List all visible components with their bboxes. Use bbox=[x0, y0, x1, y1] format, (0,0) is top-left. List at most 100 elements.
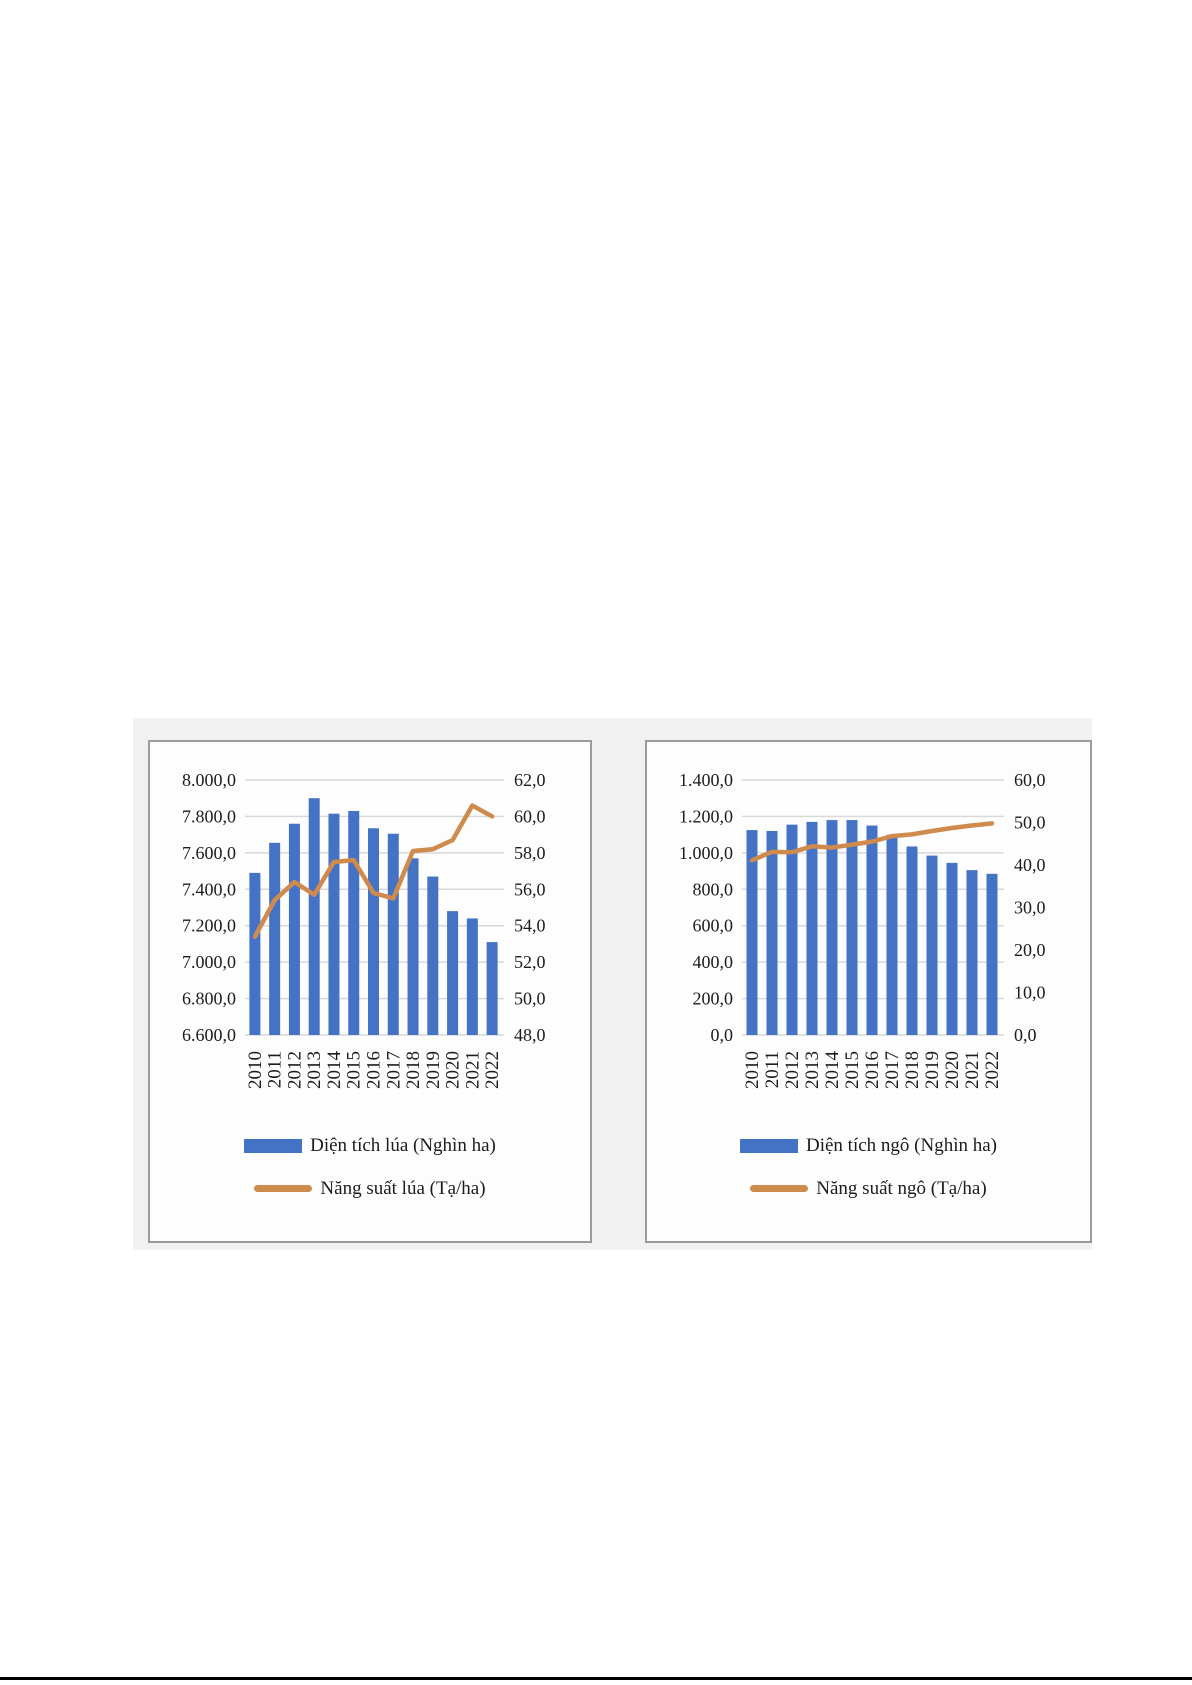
bar bbox=[886, 834, 898, 1035]
bar bbox=[866, 825, 878, 1035]
x-axis-tick-label: 2016 bbox=[364, 1051, 385, 1089]
left-axis-tick-label: 1.400,0 bbox=[679, 770, 733, 790]
right-axis-tick-label: 54,0 bbox=[514, 916, 546, 936]
page-bottom-rule bbox=[0, 1677, 1192, 1680]
bar bbox=[466, 918, 478, 1035]
x-axis-tick-label: 2015 bbox=[344, 1051, 365, 1089]
x-axis-tick-label: 2022 bbox=[982, 1051, 1003, 1089]
x-axis-tick-label: 2019 bbox=[922, 1051, 943, 1089]
x-axis-tick-label: 2021 bbox=[962, 1051, 983, 1089]
right-axis-tick-label: 50,0 bbox=[514, 989, 546, 1009]
left-axis-tick-label: 8.000,0 bbox=[182, 770, 236, 790]
bar bbox=[846, 820, 858, 1035]
right-axis-tick-label: 60,0 bbox=[514, 806, 546, 826]
left-axis-tick-label: 7.200,0 bbox=[182, 916, 236, 936]
x-axis-tick-label: 2012 bbox=[782, 1051, 803, 1089]
right-axis-tick-label: 60,0 bbox=[1014, 770, 1046, 790]
maize-chart-legend: Diện tích ngô (Nghìn ha) Năng suất ngô (… bbox=[647, 1120, 1090, 1198]
bar bbox=[308, 798, 320, 1035]
x-axis-tick-label: 2018 bbox=[403, 1051, 424, 1089]
right-axis-tick-label: 30,0 bbox=[1014, 898, 1046, 918]
x-axis-tick-label: 2012 bbox=[284, 1051, 305, 1089]
bar bbox=[486, 942, 498, 1035]
trend-line bbox=[749, 821, 995, 863]
left-axis-tick-label: 1.200,0 bbox=[679, 806, 733, 826]
right-axis-tick-label: 10,0 bbox=[1014, 983, 1046, 1003]
left-axis-tick-label: 7.800,0 bbox=[182, 806, 236, 826]
legend-label-maize-area: Diện tích ngô (Nghìn ha) bbox=[805, 1135, 997, 1156]
trend-line bbox=[252, 803, 495, 939]
left-axis-tick-label: 0,0 bbox=[711, 1025, 734, 1045]
right-axis-tick-label: 50,0 bbox=[1014, 813, 1046, 833]
bar bbox=[986, 873, 998, 1035]
left-axis-tick-label: 400,0 bbox=[693, 952, 734, 972]
right-axis-tick-label: 58,0 bbox=[514, 843, 546, 863]
right-axis-tick-label: 52,0 bbox=[514, 952, 546, 972]
bar bbox=[348, 810, 360, 1035]
bar bbox=[806, 821, 818, 1035]
bar bbox=[746, 830, 758, 1035]
x-axis-tick-label: 2013 bbox=[802, 1051, 823, 1089]
rice-chart-canvas: 8.000,0 7.800,0 7.600,0 7.400,0 7.200,0 7.000… bbox=[182, 770, 546, 1090]
bar bbox=[906, 846, 918, 1035]
bar bbox=[966, 870, 978, 1035]
x-axis-tick-label: 2017 bbox=[383, 1051, 404, 1089]
x-axis-tick-label: 2020 bbox=[443, 1051, 464, 1089]
x-axis-tick-label: 2010 bbox=[245, 1051, 266, 1089]
x-axis-tick-label: 2019 bbox=[423, 1051, 444, 1089]
maize-chart-panel: 1.400,0 1.200,0 1.000,0 800,0 600,0 400,0 200,… bbox=[645, 740, 1092, 1243]
bar bbox=[407, 858, 419, 1035]
x-axis-tick-label: 2022 bbox=[482, 1051, 503, 1089]
bar bbox=[328, 813, 340, 1035]
x-axis-tick-label: 2015 bbox=[842, 1051, 863, 1089]
x-axis-tick-label: 2011 bbox=[762, 1051, 783, 1088]
line-series-swatch-icon bbox=[750, 1185, 809, 1192]
x-axis-tick-label: 2013 bbox=[304, 1051, 325, 1089]
right-axis-tick-label: 20,0 bbox=[1014, 940, 1046, 960]
bar bbox=[946, 862, 958, 1035]
maize-chart-canvas: 1.400,0 1.200,0 1.000,0 800,0 600,0 400,0 200,… bbox=[679, 770, 1046, 1090]
bar bbox=[766, 831, 778, 1035]
bar bbox=[368, 828, 379, 1035]
right-axis-tick-label: 56,0 bbox=[514, 879, 546, 899]
left-axis-tick-label: 1.000,0 bbox=[679, 843, 733, 863]
x-axis-tick-label: 2014 bbox=[822, 1051, 843, 1090]
left-axis-tick-label: 6.800,0 bbox=[182, 989, 236, 1009]
x-axis-tick-label: 2016 bbox=[862, 1051, 883, 1089]
left-axis-tick-label: 7.600,0 bbox=[182, 843, 236, 863]
bar bbox=[447, 911, 459, 1035]
bar bbox=[786, 824, 798, 1035]
line-series-swatch-icon bbox=[254, 1185, 313, 1192]
x-axis-tick-label: 2014 bbox=[324, 1051, 345, 1090]
bar-series-swatch-icon bbox=[739, 1138, 798, 1153]
bar bbox=[269, 842, 281, 1035]
legend-item-rice-yield: Năng suất lúa (Tạ/ha) bbox=[254, 1178, 486, 1199]
legend-label-rice-yield: Năng suất lúa (Tạ/ha) bbox=[320, 1178, 486, 1199]
left-axis-tick-label: 7.400,0 bbox=[182, 879, 236, 899]
right-axis-tick-label: 48,0 bbox=[514, 1025, 546, 1045]
legend-item-maize-area: Diện tích ngô (Nghìn ha) bbox=[739, 1135, 997, 1156]
legend-item-maize-yield: Năng suất ngô (Tạ/ha) bbox=[750, 1178, 987, 1199]
right-axis-tick-label: 40,0 bbox=[1014, 855, 1046, 875]
left-axis-tick-label: 600,0 bbox=[693, 916, 734, 936]
legend-label-maize-yield: Năng suất ngô (Tạ/ha) bbox=[816, 1178, 987, 1199]
bar bbox=[826, 820, 838, 1035]
rice-chart-panel: 8.000,0 7.800,0 7.600,0 7.400,0 7.200,0 7.000… bbox=[148, 740, 592, 1243]
x-axis-tick-label: 2011 bbox=[265, 1051, 286, 1088]
x-axis-tick-label: 2010 bbox=[742, 1051, 763, 1089]
x-axis-tick-label: 2018 bbox=[902, 1051, 923, 1089]
x-axis-tick-label: 2020 bbox=[942, 1051, 963, 1089]
bar bbox=[926, 855, 938, 1035]
x-axis-tick-label: 2021 bbox=[462, 1051, 483, 1089]
rice-chart-legend: Diện tích lúa (Nghìn ha) Năng suất lúa (… bbox=[150, 1120, 590, 1198]
left-axis-tick-label: 800,0 bbox=[693, 879, 734, 899]
bar bbox=[288, 823, 300, 1035]
bar-series-swatch-icon bbox=[244, 1138, 303, 1153]
bar bbox=[387, 833, 399, 1035]
left-axis-tick-label: 7.000,0 bbox=[182, 952, 236, 972]
left-axis-tick-label: 200,0 bbox=[693, 989, 734, 1009]
bar bbox=[249, 872, 261, 1035]
left-axis-tick-label: 6.600,0 bbox=[182, 1025, 236, 1045]
right-axis-tick-label: 0,0 bbox=[1014, 1025, 1037, 1045]
legend-label-rice-area: Diện tích lúa (Nghìn ha) bbox=[310, 1135, 496, 1156]
